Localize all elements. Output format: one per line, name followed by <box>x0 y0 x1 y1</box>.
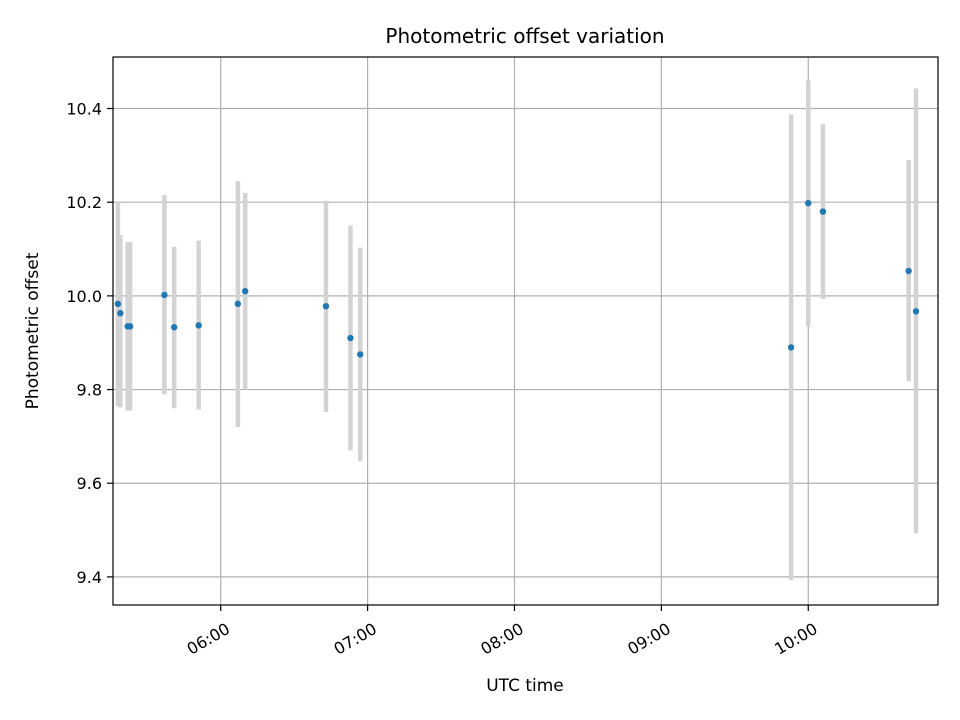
data-point <box>114 300 122 308</box>
data-point <box>905 267 912 275</box>
data-point <box>322 302 330 310</box>
y-tick-label: 10.0 <box>66 287 102 306</box>
data-point <box>787 344 795 351</box>
y-tick-label: 10.2 <box>66 193 102 212</box>
data-point <box>241 287 249 295</box>
plot-frame <box>112 56 939 606</box>
y-tick-label: 9.6 <box>77 474 102 493</box>
data-point <box>195 322 202 329</box>
x-axis-label: UTC time <box>486 676 564 696</box>
data-point <box>357 351 364 358</box>
data-point <box>819 208 827 215</box>
data-point <box>912 308 920 315</box>
chart-title: Photometric offset variation <box>385 24 664 48</box>
markers <box>114 199 920 358</box>
y-axis-label: Photometric offset <box>23 252 43 409</box>
data-point <box>805 199 812 207</box>
y-tick-label: 9.8 <box>77 381 102 400</box>
data-point <box>234 300 242 308</box>
data-point <box>161 291 168 299</box>
y-axis: 9.4 9.6 9.8 10.0 10.2 10.4 <box>66 100 113 587</box>
data-point <box>117 310 124 317</box>
data-point <box>126 323 134 330</box>
data-point <box>347 334 354 342</box>
y-tick-label: 9.4 <box>77 568 102 587</box>
grid <box>113 57 938 605</box>
y-tick-label: 10.4 <box>66 100 102 119</box>
data-point <box>171 324 178 331</box>
